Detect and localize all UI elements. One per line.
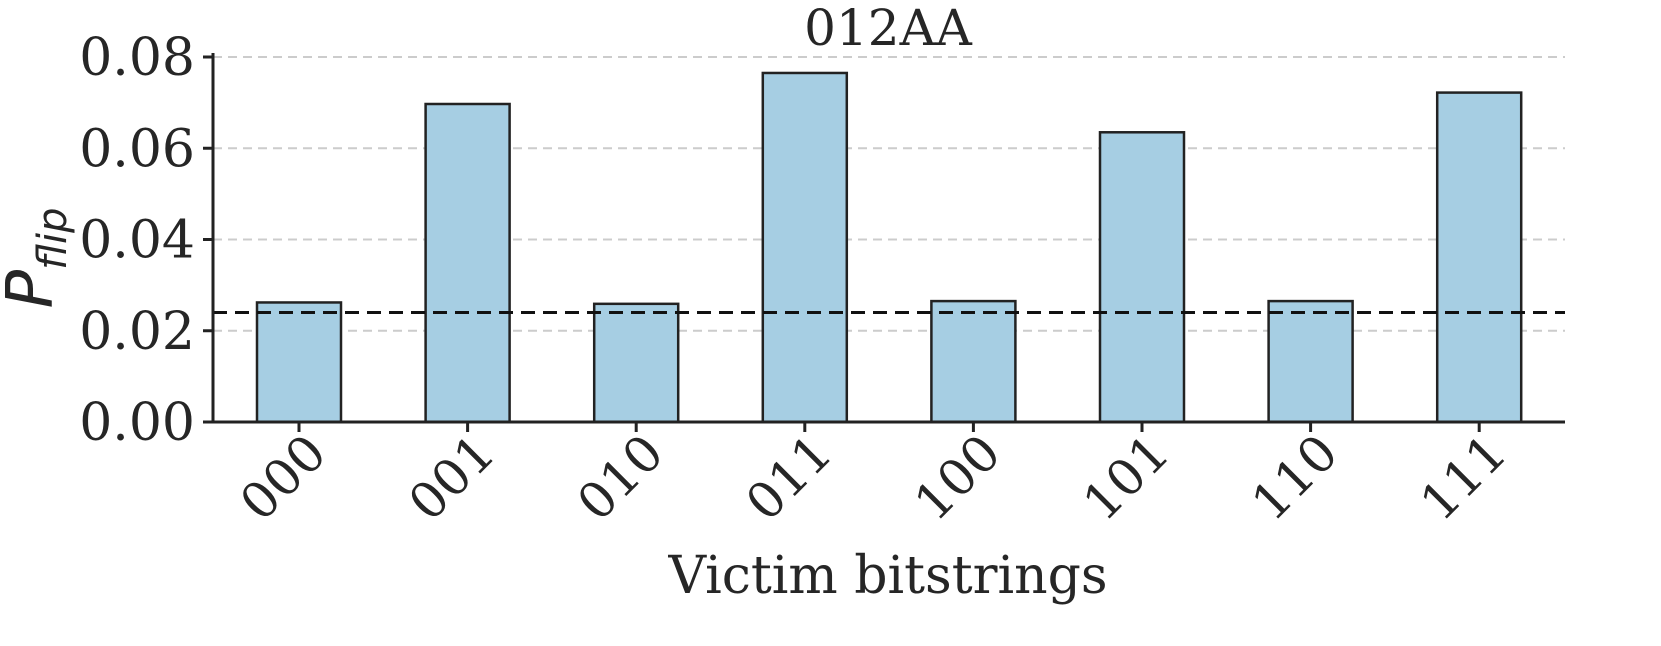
- x-tick-label: 100: [903, 423, 1011, 531]
- gridlines: [213, 56, 1565, 332]
- bar-111: [1435, 91, 1523, 424]
- bar-110: [1267, 299, 1354, 424]
- x-tick-label: 011: [735, 423, 843, 531]
- x-tick-label: 110: [1241, 423, 1349, 531]
- x-tick-label: 001: [398, 423, 506, 531]
- x-tick-label: 010: [566, 423, 674, 531]
- y-tick-label: 0.06: [79, 119, 195, 179]
- bars: [255, 71, 1523, 424]
- bar-010: [592, 302, 680, 424]
- axes: [211, 53, 1565, 424]
- bar-101: [1098, 131, 1186, 424]
- y-axis-label-subscript: flip: [30, 208, 76, 270]
- y-axis-label-main: P: [0, 269, 68, 308]
- bar-000: [255, 301, 343, 424]
- y-axis-label: Pflip: [0, 208, 76, 309]
- bar-100: [930, 299, 1017, 424]
- x-ticks: 000 001 010 011 100 101 110 111: [229, 422, 1518, 532]
- y-tick-label: 0.02: [79, 302, 195, 362]
- x-axis-label: Victim bitstrings: [667, 546, 1107, 606]
- bar-011: [761, 71, 849, 424]
- bar-001: [424, 102, 511, 424]
- y-ticks: 0.00 0.02 0.04 0.06 0.08: [79, 28, 213, 453]
- x-tick-label: 000: [229, 423, 337, 531]
- x-tick-label: 101: [1072, 423, 1180, 531]
- y-tick-label: 0.04: [79, 211, 195, 271]
- chart-title: 012AA: [804, 0, 973, 57]
- x-tick-label: 111: [1409, 423, 1517, 531]
- y-tick-label: 0.00: [79, 393, 195, 453]
- y-tick-label: 0.08: [79, 28, 195, 88]
